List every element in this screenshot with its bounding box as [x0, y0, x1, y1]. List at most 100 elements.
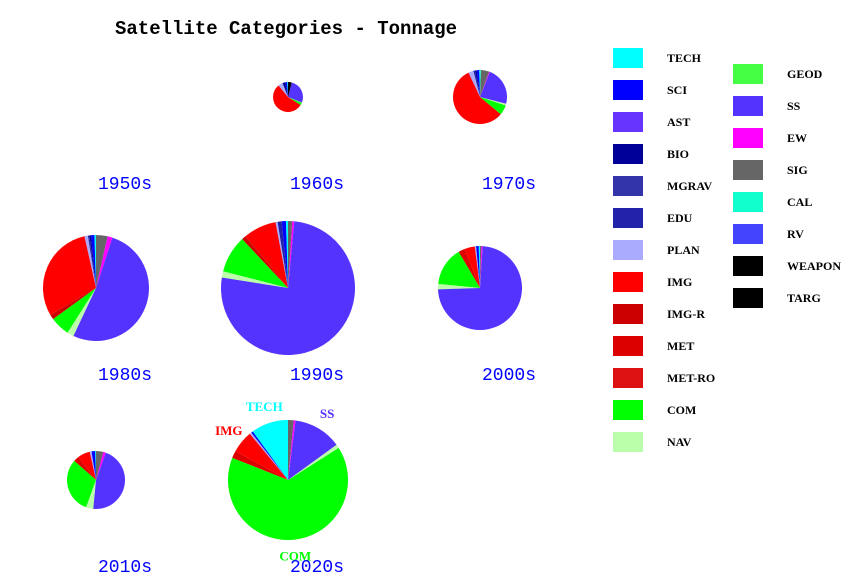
legend-label: EW: [787, 131, 807, 145]
slice-1960s-GEOD: [288, 97, 302, 104]
decade-label: 1960s: [290, 175, 344, 195]
legend-swatch: [613, 368, 643, 388]
slice-1980s-COM: [53, 288, 96, 333]
legend-label: MGRAV: [667, 179, 712, 193]
legend-swatch: [613, 240, 643, 260]
legend-label: TECH: [667, 51, 702, 65]
pie-1960s: 1960s: [273, 82, 344, 195]
slice-2020s-SCI: [251, 431, 288, 480]
decade-label: 1970s: [482, 175, 536, 195]
legend-label: COM: [667, 403, 696, 417]
legend-label: SCI: [667, 83, 687, 97]
legend-swatch: [733, 96, 763, 116]
decade-label: 1980s: [98, 366, 152, 386]
legend-swatch: [613, 144, 643, 164]
slice-2020s-TECH: [252, 420, 288, 480]
slice-1980s-SCI: [91, 235, 96, 288]
slice-2010s-MET: [74, 457, 96, 480]
slice-label-COM: COM: [279, 548, 311, 563]
slice-1980s-TECH: [94, 235, 96, 288]
legend-swatch: [733, 288, 763, 308]
slice-1990s-SS: [221, 221, 355, 355]
slice-1980s-SIG: [96, 235, 108, 288]
legend-swatch: [733, 160, 763, 180]
slice-label-TECH: TECH: [246, 399, 283, 414]
slice-1990s-EW: [288, 221, 295, 288]
legend-swatch: [733, 192, 763, 212]
legend: TECH SCI AST BIO MGRAV EDU PLAN IMG IMG-R MET MET-…: [613, 48, 841, 452]
slice-1970s-NAV: [480, 97, 507, 106]
legend-swatch: [613, 48, 643, 68]
decade-label: 2000s: [482, 366, 536, 386]
slice-1970s-SS: [480, 71, 508, 104]
slice-1970s-CAL: [480, 70, 481, 97]
slice-2000s-SS: [438, 246, 523, 330]
legend-swatch: [613, 432, 643, 452]
legend-swatch: [613, 336, 643, 356]
slice-1960s-IMG: [273, 85, 301, 112]
legend-item-BIO: BIO: [613, 144, 689, 164]
pie-2010s: 2010s: [66, 451, 152, 576]
slice-2010s-EW: [96, 451, 106, 480]
slice-1970s-EDU: [473, 70, 480, 97]
legend-item-AST: AST: [613, 112, 690, 132]
slice-1980s-SS: [73, 237, 149, 341]
slice-1990s-SIG: [288, 221, 293, 288]
slice-1960s-SS: [288, 82, 304, 103]
slice-1960s-COM: [288, 97, 302, 106]
legend-swatch: [613, 80, 643, 100]
chart-title: Satellite Categories - Tonnage: [115, 18, 457, 40]
legend-label: BIO: [667, 147, 689, 161]
legend-swatch: [613, 272, 643, 292]
legend-swatch: [613, 304, 643, 324]
legend-label: AST: [667, 115, 690, 129]
slice-1990s-EDU: [277, 221, 288, 288]
slice-1990s-COM: [223, 239, 288, 288]
legend-item-MET-RO: MET-RO: [613, 368, 715, 388]
legend-label: RV: [787, 227, 804, 241]
legend-item-MET: MET: [613, 336, 694, 356]
legend-item-GEOD: GEOD: [733, 64, 823, 84]
pie-2000s: 2000s: [438, 246, 536, 386]
slice-2000s-COM: [438, 251, 480, 288]
slice-1970s-BIO: [474, 70, 480, 97]
legend-item-MGRAV: MGRAV: [613, 176, 712, 196]
pie-1970s: 1970s: [453, 70, 536, 195]
slice-label-SS: SS: [320, 406, 334, 421]
pie-2020s: TECH IMG COM SS 2020s: [215, 399, 348, 576]
legend-label: CAL: [787, 195, 812, 209]
legend-item-SS: SS: [733, 96, 801, 116]
legend-item-TECH: TECH: [613, 48, 702, 68]
slice-2010s-IMG: [78, 451, 96, 480]
slice-label-IMG: IMG: [215, 423, 242, 438]
legend-swatch: [733, 128, 763, 148]
legend-item-TARG: TARG: [733, 288, 821, 308]
legend-item-RV: RV: [733, 224, 804, 244]
slice-2020s-SIG: [288, 420, 294, 480]
decade-label: 1950s: [98, 175, 152, 195]
slice-1970s-SIG: [480, 70, 490, 97]
pie-1950s: 1950s: [98, 175, 152, 195]
slice-1970s-TECH: [479, 70, 480, 97]
legend-label: WEAPON: [787, 259, 841, 273]
slice-1970s-PLAN: [468, 70, 480, 97]
slice-1980s-IMG-R: [50, 288, 96, 320]
legend-label: IMG-R: [667, 307, 705, 321]
slice-2000s-IMG: [464, 246, 480, 288]
slice-2010s-PLAN: [89, 451, 96, 480]
slice-2020s-MET: [232, 451, 288, 480]
slice-2010s-COM: [66, 460, 96, 508]
slice-2020s-SS: [288, 420, 337, 480]
decade-label: 2010s: [98, 558, 152, 576]
legend-swatch: [733, 224, 763, 244]
pie-grid: 1950s 1960s 1970s 1980s 1990s 2000s 2010s TECH I…: [42, 70, 536, 576]
slice-2010s-TECH: [95, 451, 96, 480]
legend-item-IMG: IMG: [613, 272, 692, 292]
slice-2010s-SIG: [96, 451, 104, 480]
slice-1960s-WEAPON: [288, 82, 292, 97]
legend-item-SIG: SIG: [733, 160, 808, 180]
slice-1990s-NAV: [221, 271, 288, 288]
slice-2010s-SS: [93, 452, 126, 510]
legend-item-IMG-R: IMG-R: [613, 304, 705, 324]
legend-swatch: [733, 256, 763, 276]
